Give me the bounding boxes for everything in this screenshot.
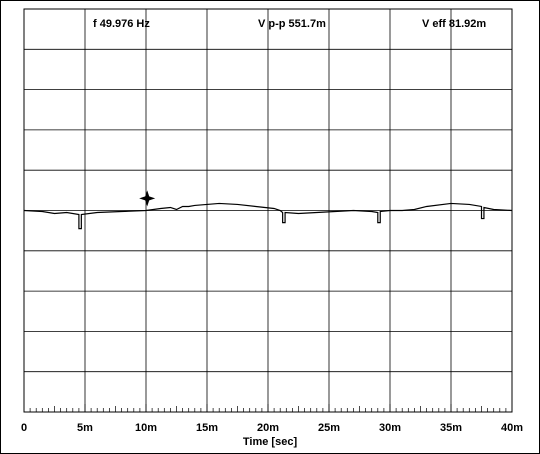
x-tick-label: 5m (77, 422, 93, 434)
x-tick-label: 35m (440, 422, 462, 434)
x-tick-label: 10m (135, 422, 157, 434)
x-tick-label: 15m (196, 422, 218, 434)
frequency-readout: f 49.976 Hz (93, 18, 150, 30)
x-tick-label: 20m (257, 422, 279, 434)
signal-trace (23, 202, 513, 230)
x-tick-label: 30m (379, 422, 401, 434)
x-tick-label: 0 (21, 422, 27, 434)
x-tick-labels: 0 5m 10m 15m 20m 25m 30m 35m 40m (21, 422, 523, 434)
cursor-star-icon[interactable] (139, 190, 156, 207)
vpp-readout: V p-p 551.7m (258, 18, 326, 30)
x-tick-label: 40m (501, 422, 523, 434)
minor-ticks (23, 404, 513, 412)
x-tick-label: 25m (318, 422, 340, 434)
x-axis-title: Time [sec] (243, 436, 298, 448)
cursor-marker[interactable] (139, 190, 156, 207)
veff-readout: V eff 81.92m (422, 18, 486, 30)
